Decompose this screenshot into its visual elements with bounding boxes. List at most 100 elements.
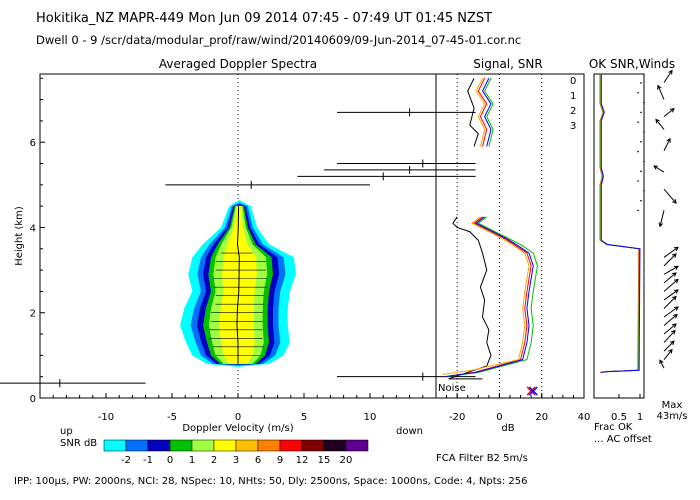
colorbar-swatch <box>191 439 215 452</box>
wind-arrow-icon <box>657 85 665 100</box>
wind-arrow-icon <box>663 265 679 275</box>
colorbar-swatch <box>125 439 149 452</box>
snr-series-signal <box>448 216 492 380</box>
wind-arrow-icon <box>663 279 679 292</box>
wind-arrow-icon <box>663 296 677 309</box>
wind-arrow-head-icon <box>666 137 671 143</box>
spectra-y-axis-label: Height (km) <box>14 206 25 266</box>
wind-arrow-head-icon <box>655 118 660 124</box>
snr-series-1 <box>475 78 486 147</box>
wind-arrow-icon <box>663 272 677 284</box>
wind-arrow-head-icon <box>673 306 679 311</box>
spectra-x-tick-label: 10 <box>364 412 377 423</box>
wind-arrow-head-icon <box>672 253 677 258</box>
wind-arrow-head-icon <box>673 278 679 284</box>
ac-offset-dot <box>640 82 642 84</box>
wind-arrow-head-icon <box>673 289 679 294</box>
ac-offset-dot <box>643 190 645 192</box>
wind-arrow-head-icon <box>672 199 677 204</box>
colorbar-swatch <box>257 439 281 452</box>
wind-arrow-head-icon <box>671 323 677 328</box>
max-wind-value: 43m/s <box>656 411 687 422</box>
colorbar-down-label: down <box>396 426 423 437</box>
wind-arrow-icon <box>663 253 677 267</box>
ac-offset-dot <box>643 131 645 133</box>
signal-x-tick-label: -20 <box>449 412 465 423</box>
colorbar-swatch <box>235 439 259 452</box>
wind-arrow-icon <box>653 165 665 173</box>
spectra-x-tick-label: 0 <box>235 412 241 423</box>
wind-arrow-head-icon <box>658 222 664 228</box>
frac-ok-axis-label: Frac OK <box>594 422 633 433</box>
colorbar-swatch <box>103 439 127 452</box>
max-wind-label: Max <box>662 400 683 411</box>
legend-label-1: 1 <box>570 91 576 102</box>
spectra-y-tick-label: 4 <box>30 223 36 234</box>
signal-snr-title: Signal, SNR <box>473 57 542 71</box>
ac-offset-label: ... AC offset <box>594 434 652 445</box>
colorbar-tick-label: 20 <box>340 455 353 466</box>
header-file-path: Dwell 0 - 9 /scr/data/modular_prof/raw/w… <box>36 33 521 47</box>
colorbar-tick-label: 2 <box>211 455 217 466</box>
wind-arrow-icon <box>655 119 665 130</box>
ac-offset-dot <box>637 209 639 212</box>
spectra-x-tick-label: -10 <box>98 412 114 423</box>
wind-arrow-head-icon <box>659 359 664 365</box>
colorbar-swatch <box>345 439 369 452</box>
wind-arrow-head-icon <box>673 246 679 252</box>
wind-arrow-icon <box>659 210 665 227</box>
colorbar-swatch <box>213 439 237 452</box>
ac-offset-dot <box>643 101 645 104</box>
colorbar-tick-label: -2 <box>121 455 131 466</box>
header-title: Hokitika_NZ MAPR-449 Mon Jun 09 2014 07:… <box>36 11 492 26</box>
spectra-x-axis-label: Doppler Velocity (m/s) <box>182 423 293 434</box>
colorbar-swatch <box>279 439 303 452</box>
wind-arrow-head-icon <box>653 165 659 170</box>
snr-series-3 <box>444 216 534 378</box>
wind-arrow-head-icon <box>668 348 673 354</box>
colorbar-tick-label: 0 <box>167 455 173 466</box>
spectra-y-tick-label: 6 <box>30 138 36 149</box>
colorbar-swatch <box>323 439 347 452</box>
ac-offset-dot <box>640 140 642 143</box>
colorbar-tick-label: 12 <box>296 455 309 466</box>
frac-ok-line <box>600 74 640 373</box>
signal-plot-area <box>435 73 585 399</box>
ok-snr-winds-title: OK SNR,Winds <box>589 57 675 71</box>
wind-arrow-icon <box>663 289 679 301</box>
wind-arrow-head-icon <box>668 69 673 75</box>
snr-series-0 <box>444 216 532 378</box>
spectra-title: Averaged Doppler Spectra <box>159 57 317 71</box>
wind-arrow-icon <box>663 330 676 343</box>
colorbar-swatch <box>301 439 325 452</box>
signal-x-axis-label: dB <box>501 423 514 434</box>
spectra-y-tick-label: 0 <box>30 394 36 405</box>
colorbar-tick-label: 3 <box>233 455 239 466</box>
wind-arrow-icon <box>663 323 677 335</box>
spectrum-snr-contour <box>219 206 257 364</box>
legend-label-3: 3 <box>570 121 576 132</box>
wind-arrow-icon <box>663 246 679 258</box>
wind-arrow-head-icon <box>673 265 679 271</box>
legend-label-0: 0 <box>570 76 576 87</box>
colorbar-swatch <box>169 439 193 452</box>
colorbar-up-label: up <box>60 426 73 437</box>
ac-offset-dot <box>637 180 639 182</box>
ac-offset-dot <box>640 170 642 172</box>
wind-arrow-icon <box>663 138 671 151</box>
frac-ok-x-tick-label: 0.5 <box>611 412 627 423</box>
spectra-x-tick-label: -5 <box>167 412 177 423</box>
noise-annotation: Noise <box>438 383 466 394</box>
colorbar-tick-label: 9 <box>277 455 283 466</box>
colorbar-snr-label: SNR dB <box>60 438 97 449</box>
signal-x-tick-label: 20 <box>535 412 548 423</box>
wind-arrow-head-icon <box>669 107 675 113</box>
footer-params: IPP: 100µs, PW: 2000ns, NCI: 28, NSpec: … <box>14 476 527 487</box>
snr-series-1 <box>442 216 530 376</box>
frac-ok-x-tick-label: 1 <box>637 412 643 423</box>
frac-ok-line <box>600 74 641 373</box>
ac-offset-dot <box>640 199 642 202</box>
snr-marker-icon <box>526 386 536 396</box>
snr-series-signal <box>467 78 479 147</box>
wind-arrow-icon <box>663 188 677 204</box>
